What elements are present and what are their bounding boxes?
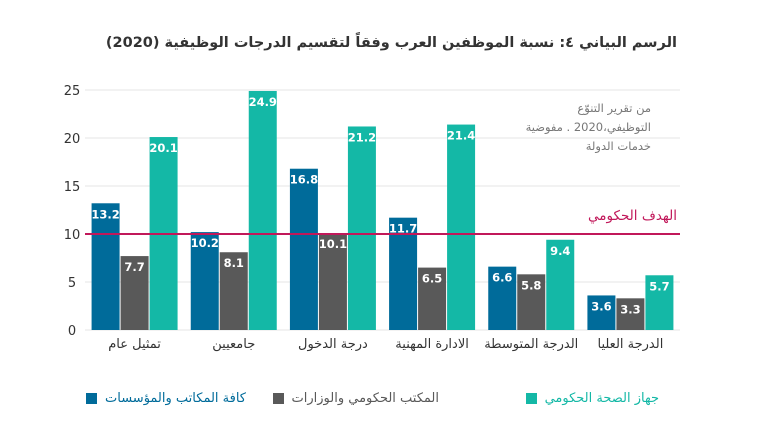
legend-swatch-health bbox=[525, 393, 537, 404]
target-line-label: الهدف الحكومي bbox=[588, 208, 677, 224]
data-label: 20.1 bbox=[149, 141, 177, 155]
bar bbox=[120, 256, 149, 330]
bar bbox=[616, 298, 645, 330]
data-label: 13.2 bbox=[91, 207, 119, 221]
target-line-group: الهدف الحكومي bbox=[85, 208, 680, 235]
data-label: 10.1 bbox=[319, 237, 347, 251]
bar bbox=[389, 217, 418, 330]
data-label: 6.5 bbox=[422, 272, 442, 286]
y-tick-label: 0 bbox=[68, 324, 76, 339]
source-note-line: خدمات الدولة bbox=[585, 139, 651, 153]
bar bbox=[347, 126, 376, 330]
bar bbox=[587, 295, 616, 330]
legend-label-all-offices: كافة المكاتب والمؤسسات bbox=[105, 391, 246, 406]
x-category-label: تمثيل عام bbox=[108, 337, 161, 352]
data-label: 10.2 bbox=[191, 236, 219, 250]
x-category-label: الدرجة العليا bbox=[597, 337, 663, 352]
x-category-label: درجة الدخول bbox=[298, 337, 368, 352]
data-label: 5.7 bbox=[649, 279, 669, 293]
data-label: 24.9 bbox=[249, 95, 277, 109]
x-category-label: الدرجة المتوسطة bbox=[484, 337, 578, 352]
data-label: 11.7 bbox=[389, 222, 417, 236]
bar bbox=[488, 266, 517, 330]
y-tick-label: 25 bbox=[64, 84, 81, 99]
chart-title: الرسم البياني ٤: نسبة الموظفين العرب وفق… bbox=[105, 35, 677, 51]
data-label: 9.4 bbox=[550, 244, 570, 258]
data-label: 3.3 bbox=[620, 302, 640, 316]
bar bbox=[190, 232, 219, 330]
legend-item-gov-offices: المكتب الحكومي والوزارات bbox=[272, 391, 439, 406]
bar bbox=[248, 90, 277, 331]
bar bbox=[546, 239, 575, 330]
bar bbox=[447, 124, 476, 330]
bar bbox=[219, 252, 248, 330]
source-note: من تقرير التنوّع التوظيفي،2020 . مفوضية … bbox=[451, 99, 651, 156]
data-label: 8.1 bbox=[224, 256, 244, 270]
bar bbox=[91, 203, 120, 330]
y-axis-ticks: 0 5 10 15 20 25 bbox=[64, 84, 81, 339]
data-label: 3.6 bbox=[591, 299, 611, 313]
x-category-label: الادارة المهنية bbox=[395, 337, 469, 352]
bar-chart: 0 5 10 15 20 25 الهدف الحكومي 13.2 7.7 20.1 10.2… bbox=[64, 84, 680, 352]
source-note-line: من تقرير التنوّع bbox=[577, 101, 651, 115]
y-tick-label: 10 bbox=[64, 228, 81, 243]
bar bbox=[418, 267, 447, 330]
x-category-label: جامعيين bbox=[212, 337, 255, 352]
legend-label-health: جهاز الصحة الحكومي bbox=[544, 391, 659, 406]
source-note-line: التوظيفي،2020 . مفوضية bbox=[525, 120, 651, 134]
legend-swatch-all-offices bbox=[86, 393, 98, 404]
x-axis-categories: تمثيل عام جامعيين درجة الدخول الادارة المهن… bbox=[108, 337, 663, 352]
data-label: 21.2 bbox=[348, 130, 376, 144]
legend-label-gov-offices: المكتب الحكومي والوزارات bbox=[291, 391, 439, 406]
y-tick-label: 15 bbox=[64, 180, 81, 195]
legend-item-health: جهاز الصحة الحكومي bbox=[525, 391, 659, 406]
y-tick-label: 5 bbox=[68, 276, 76, 291]
bar bbox=[289, 168, 318, 330]
y-tick-label: 20 bbox=[64, 132, 81, 147]
data-label: 16.8 bbox=[290, 173, 318, 187]
data-label: 7.7 bbox=[124, 260, 144, 274]
bars bbox=[91, 90, 674, 331]
data-label: 6.6 bbox=[492, 271, 512, 285]
bar bbox=[318, 233, 347, 330]
legend-item-all-offices: كافة المكاتب والمؤسسات bbox=[86, 391, 246, 406]
bar bbox=[517, 274, 546, 330]
legend: جهاز الصحة الحكومي المكتب الحكومي والوزا… bbox=[0, 391, 759, 415]
data-labels: 13.2 7.7 20.1 10.2 8.1 24.9 16.8 10.1 21.2 11.7 6.… bbox=[91, 95, 669, 316]
data-label: 21.4 bbox=[447, 129, 475, 143]
legend-swatch-gov-offices bbox=[272, 393, 284, 404]
data-label: 5.8 bbox=[521, 278, 541, 292]
bar bbox=[645, 275, 674, 330]
